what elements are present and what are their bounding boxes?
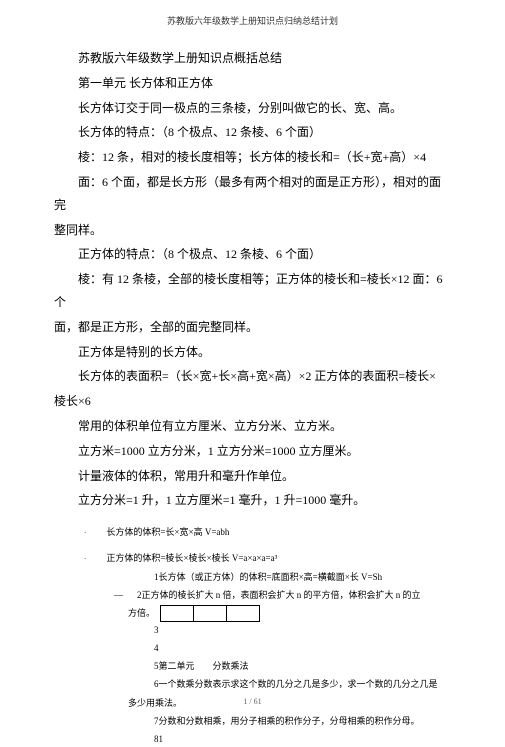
page-footer: 1 / 61	[0, 697, 505, 706]
para: 长方体的表面积=（长×宽+长×高+宽×高）×2 正方体的表面积=棱长×	[54, 365, 451, 388]
small-para: 81	[154, 731, 451, 747]
para: 棱：12 条，相对的棱长度相等；长方体的棱长和=（长+宽+高）×4	[54, 146, 451, 169]
unit-heading: 第一单元 长方体和正方体	[54, 72, 451, 95]
para: 正方体是特别的长方体。	[54, 341, 451, 364]
para: 立方米=1000 立方分米，1 立方分米=1000 立方厘米。	[54, 440, 451, 463]
table-grid	[161, 605, 260, 622]
bullet-icon: ·	[84, 555, 86, 563]
bullet-icon: ·	[84, 529, 86, 537]
para: 整同样。	[54, 219, 451, 242]
para: 立方分米=1 升，1 立方厘米=1 毫升，1 升=1000 毫升。	[54, 489, 451, 512]
table-cell	[160, 605, 194, 622]
small-para: 长方体的体积=长×宽×高 V=abh	[106, 527, 229, 537]
para: 正方体的特点：（8 个极点、12 条棱、6 个面）	[54, 243, 451, 266]
small-para: 方倍。	[128, 605, 155, 622]
document-body: 苏教版六年级数学上册知识点概括总结 第一单元 长方体和正方体 长方体订交于同一极…	[0, 27, 505, 747]
para: 长方体的特点：（8 个极点、12 条棱、6 个面）	[54, 121, 451, 144]
small-para: 7分数和分数相乘，用分子相乘的积作分子，分母相乘的积作分母。	[154, 713, 451, 729]
list-number: 4	[154, 640, 451, 656]
para: 长方体订交于同一极点的三条棱，分别叫做它的长、宽、高。	[54, 97, 451, 120]
small-para: 2正方体的棱长扩大 n 倍，表面积会扩大 n 的平方倍，体积会扩大 n 的立	[137, 590, 421, 600]
dash-icon: —	[114, 590, 123, 600]
list-number: 3	[154, 622, 451, 638]
para: 常用的体积单位有立方厘米、立方分米、立方米。	[54, 415, 451, 438]
para: 计量液体的体积，常用升和毫升作单位。	[54, 465, 451, 488]
small-para: 6一个数乘分数表示求这个数的几分之几是多少，求一个数的几分之几是	[154, 676, 451, 692]
table-cell	[226, 605, 260, 622]
para: 棱长×6	[54, 390, 451, 413]
para: 面，都是正方形，全部的面完整同样。	[54, 316, 451, 339]
table-cell	[193, 605, 227, 622]
small-para: 正方体的体积=棱长×棱长×棱长 V=a×a×a=a³	[106, 553, 277, 563]
small-para: 1长方体（或正方体）的体积=底面积×高=横截面×长 V=Sh	[154, 569, 451, 585]
doc-title: 苏教版六年级数学上册知识点概括总结	[54, 47, 451, 70]
page-header: 苏教版六年级数学上册知识点归纳总结计划	[0, 0, 505, 27]
para: 棱：有 12 条棱，全部的棱长度相等；正方体的棱长和=棱长×12 面：6 个	[54, 268, 451, 314]
small-para: 5第二单元 分数乘法	[154, 658, 451, 674]
para: 面：6 个面，都是长方形（最多有两个相对的面是正方形），相对的面完	[54, 171, 451, 217]
